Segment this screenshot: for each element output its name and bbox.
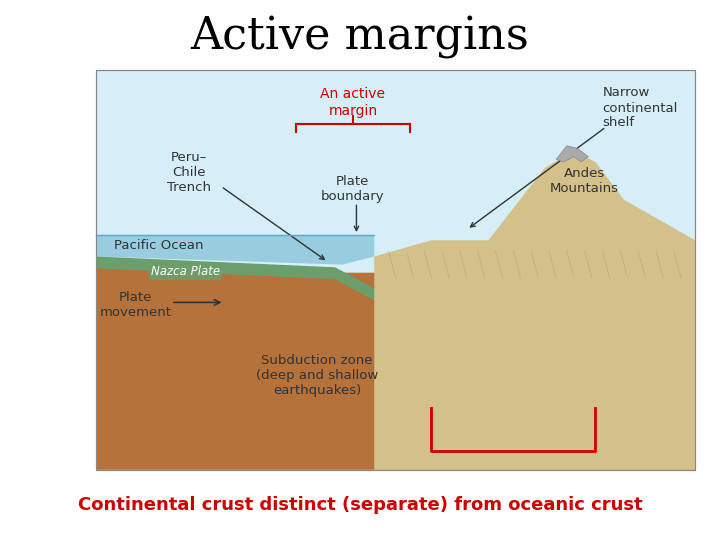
Text: Andes
Mountains: Andes Mountains <box>550 167 619 195</box>
Text: Continental crust distinct (separate) from oceanic crust: Continental crust distinct (separate) fr… <box>78 496 642 514</box>
Polygon shape <box>96 256 645 447</box>
Text: Pacific Ocean: Pacific Ocean <box>114 239 203 252</box>
Polygon shape <box>96 246 696 470</box>
Text: An active
margin: An active margin <box>320 87 385 118</box>
Text: Subduction zone
(deep and shallow
earthquakes): Subduction zone (deep and shallow earthq… <box>256 354 378 397</box>
Polygon shape <box>556 146 588 162</box>
Text: Active margins: Active margins <box>191 16 529 59</box>
Bar <box>96 70 696 470</box>
Polygon shape <box>96 70 696 470</box>
Text: Plate
movement: Plate movement <box>99 291 171 319</box>
Text: Peru–
Chile
Trench: Peru– Chile Trench <box>167 151 211 194</box>
Text: Nazca Plate: Nazca Plate <box>150 265 220 278</box>
Polygon shape <box>96 235 374 265</box>
Polygon shape <box>374 151 696 470</box>
Text: Narrow
continental
shelf: Narrow continental shelf <box>603 86 678 130</box>
Text: Plate
boundary: Plate boundary <box>321 175 384 203</box>
